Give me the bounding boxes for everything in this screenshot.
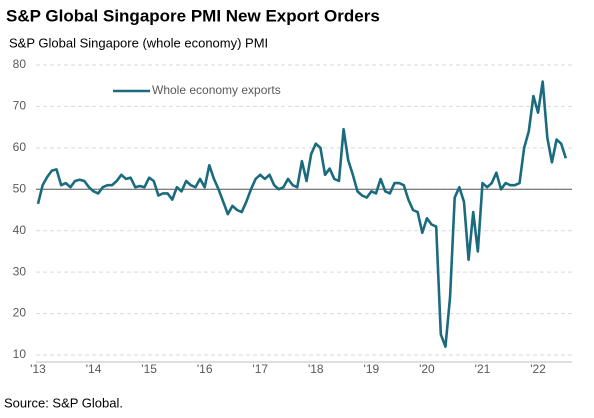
y-tick-label: 80	[13, 57, 27, 71]
x-tick-label: '21	[475, 362, 491, 376]
x-tick-label: '18	[308, 362, 324, 376]
y-tick-label: 60	[13, 140, 27, 154]
y-tick-label: 10	[13, 347, 27, 361]
series-line	[36, 80, 568, 349]
x-tick-label: '22	[530, 362, 546, 376]
x-tick-label: '13	[30, 362, 46, 376]
x-tick-label: '20	[419, 362, 435, 376]
chart-subtitle: S&P Global Singapore (whole economy) PMI	[9, 35, 268, 50]
x-tick-label: '14	[86, 362, 102, 376]
chart-title: S&P Global Singapore PMI New Export Orde…	[6, 6, 380, 25]
x-tick-label: '16	[197, 362, 213, 376]
y-tick-label: 40	[13, 223, 27, 237]
x-tick-label: '15	[141, 362, 157, 376]
x-tick-label: '19	[364, 362, 380, 376]
y-tick-label: 50	[13, 181, 27, 195]
y-tick-label: 30	[13, 264, 27, 278]
legend-label: Whole economy exports	[152, 83, 281, 97]
x-tick-label: '17	[252, 362, 268, 376]
y-tick-label: 70	[13, 99, 27, 113]
y-tick-label: 20	[13, 306, 27, 320]
source: Source: S&P Global.	[4, 395, 123, 410]
